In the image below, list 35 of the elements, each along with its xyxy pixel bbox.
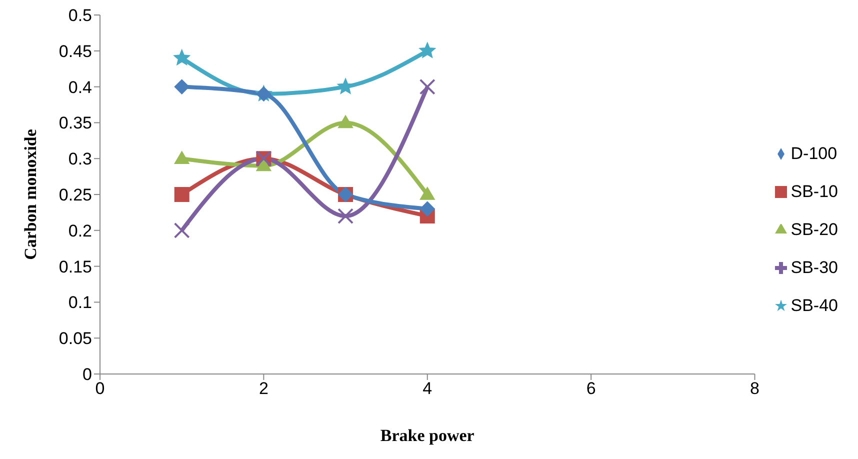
y-tick-label: 0.2 [68,221,92,240]
legend-label: SB-20 [790,220,838,238]
point [174,222,190,238]
y-tick-label: 0.05 [58,329,92,348]
point [174,79,190,94]
x-tick-label: 0 [95,379,105,398]
point [420,201,435,216]
y-tick-label: 0.25 [58,186,92,205]
y-tick-label: 0.35 [58,114,92,133]
point [338,208,354,224]
point [419,42,436,58]
point [338,115,354,128]
point [420,187,435,200]
x-tick-label: 2 [258,379,268,398]
x-tick-label: 4 [422,379,432,398]
y-tick-label: 0.1 [68,293,92,312]
legend-label: D-100 [790,144,838,162]
y-tick-label: 0.15 [58,257,92,276]
x-tick-label: 6 [586,379,596,398]
legend-label: SB-40 [790,296,838,314]
y-tick-label: 0.4 [68,78,92,97]
x-tick-label: 8 [750,379,760,398]
point [174,50,190,66]
x-axis-title: Brake power [380,426,475,445]
point [174,151,190,164]
y-tick-label: 0.45 [58,42,92,61]
y-axis-title: Carbon monoxide [21,128,40,260]
point [174,187,190,202]
y-tick-label: 0.5 [68,6,92,26]
point [256,158,272,172]
y-tick-label: 0.3 [68,150,92,169]
point [419,78,436,95]
legend-label: SB-10 [790,182,838,200]
legend-label: SB-30 [790,258,838,276]
y-tick-label: 0 [82,365,92,384]
